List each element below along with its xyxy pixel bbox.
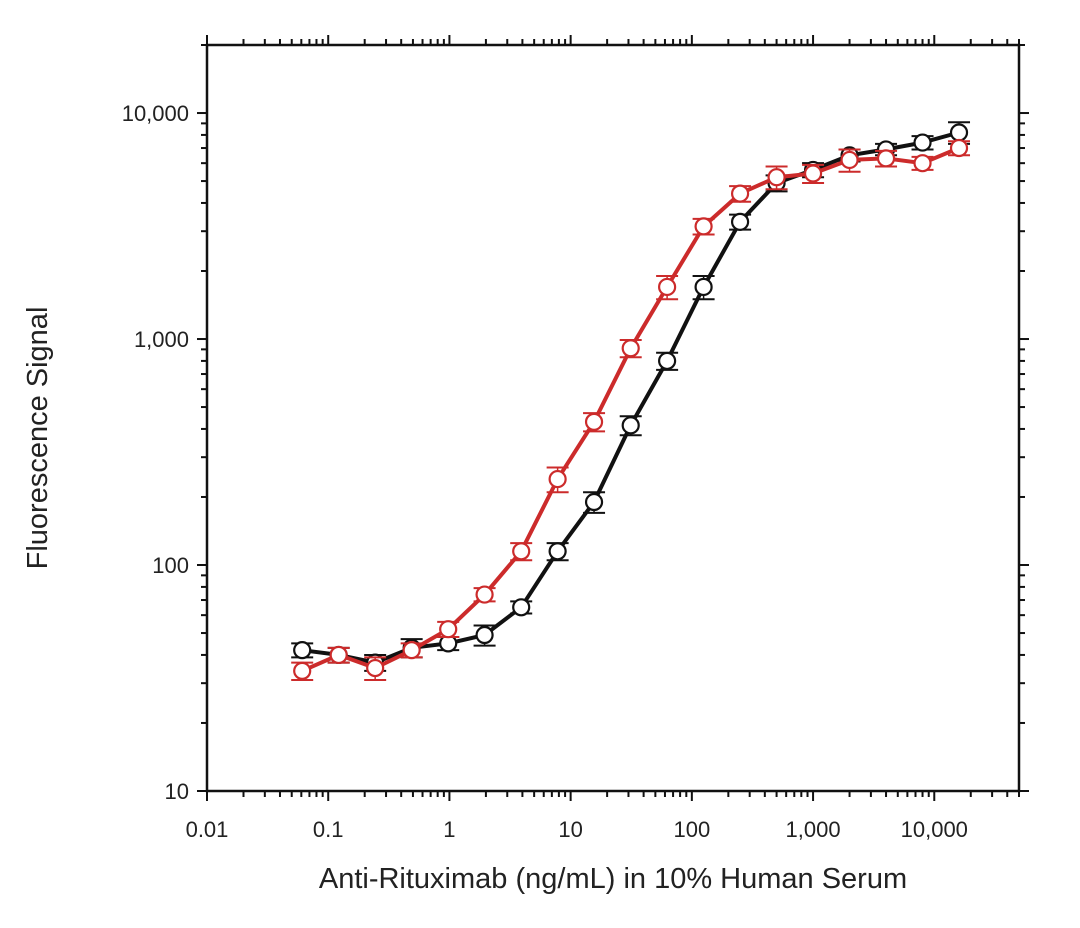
data-point-black: [913, 133, 932, 152]
x-tick-label: 10: [558, 817, 582, 842]
series-layer: [291, 121, 971, 681]
y-tick-label: 100: [152, 553, 189, 578]
data-point-black: [621, 416, 640, 435]
tick-labels: 0.01 0.1 1 10 100 1,000 10,000 10 100 1,000 10,000: [122, 101, 968, 842]
x-tick-label: 0.01: [186, 817, 229, 842]
data-point-black: [730, 212, 750, 231]
data-point-red: [366, 658, 385, 678]
data-point-red: [475, 585, 494, 604]
y-tick-label: 1,000: [134, 327, 189, 352]
data-point-red: [402, 641, 421, 660]
data-point-red: [840, 150, 859, 170]
x-tick-label: 1: [443, 817, 455, 842]
x-tick-label: 1,000: [786, 817, 841, 842]
data-point-black: [949, 123, 969, 142]
data-point-red: [512, 542, 531, 561]
x-tick-label: 10,000: [901, 817, 968, 842]
data-point-red: [949, 138, 969, 158]
y-axis-title: Fluorescence Signal: [22, 307, 54, 570]
data-point-red: [329, 645, 348, 665]
data-point-red: [730, 184, 750, 203]
series-line-black: [301, 130, 960, 665]
x-axis-title: Anti-Rituximab (ng/mL) in 10% Human Seru…: [319, 863, 907, 895]
major-ticks: [197, 35, 1029, 801]
data-point-red: [621, 339, 640, 358]
data-point-black: [512, 598, 531, 617]
series-line-red: [301, 146, 960, 673]
data-point-black: [584, 492, 604, 512]
data-point-black: [658, 351, 677, 371]
data-point-red: [548, 469, 567, 489]
series-black: [291, 121, 971, 672]
data-point-black: [293, 641, 312, 660]
data-point-black: [694, 277, 713, 297]
y-tick-label: 10: [165, 779, 189, 804]
data-point-red: [584, 412, 604, 431]
y-tick-label: 10,000: [122, 101, 189, 126]
data-point-red: [767, 168, 786, 187]
data-point-red: [913, 154, 932, 173]
data-point-red: [439, 620, 458, 639]
plot-frame: [205, 43, 1021, 793]
data-point-red: [803, 164, 823, 183]
data-point-red: [293, 661, 312, 680]
data-point-red: [876, 149, 896, 168]
data-point-black: [475, 625, 494, 645]
data-point-red: [658, 277, 677, 297]
x-tick-label: 100: [673, 817, 710, 842]
minor-ticks: [201, 39, 1025, 797]
series-red: [291, 138, 971, 681]
x-tick-label: 0.1: [313, 817, 344, 842]
data-point-black: [548, 542, 567, 561]
data-point-red: [694, 217, 713, 236]
